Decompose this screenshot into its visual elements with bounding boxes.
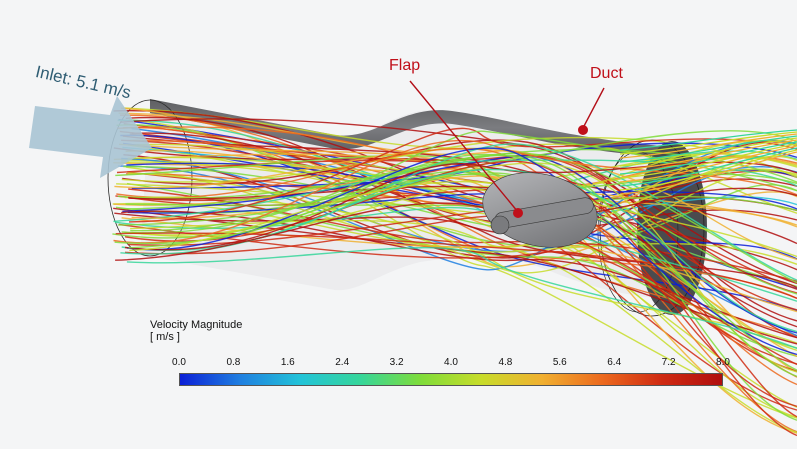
streamline [120,152,797,284]
flap-callout-line [409,80,523,218]
colorbar-tick-label: 4.8 [498,357,513,368]
streamline [128,127,797,223]
streamline [619,135,797,163]
legend-title-line2: [ m/s ] [150,331,180,343]
flap [482,172,598,248]
streamline [619,151,797,195]
streamline [619,133,797,159]
streamline [113,159,797,223]
colorbar-tick-label: 7.2 [661,357,676,368]
streamline [124,161,797,251]
streamline [129,119,797,419]
streamline [123,107,797,214]
duct-label: Duct [590,65,623,82]
colorbar-tick-label: 5.6 [552,357,567,368]
colorbar-tick-label: 2.4 [335,357,350,368]
streamline [619,131,797,155]
streamline [619,139,797,171]
duct-top-wall [150,99,665,157]
colorbar-tick-label: 1.6 [280,357,295,368]
streamline [127,169,797,274]
colorbar-tick-label: 3.2 [389,357,404,368]
legend-title-line1: Velocity Magnitude [150,319,243,331]
inlet-arrow [29,96,152,178]
streamline [619,129,797,151]
streamline [114,212,797,289]
streamline [126,247,797,350]
duct-callout-line [578,87,605,135]
colorbar-tick-label: 8.0 [716,357,730,368]
streamline [116,147,797,433]
colorbar-tick-label: 0.0 [172,357,186,368]
streamline [125,116,797,235]
streamline [130,154,797,421]
streamline [122,139,797,322]
streamline [619,149,797,191]
streamline [619,143,797,179]
colorbar-tick-label: 0.8 [226,357,241,368]
streamline [122,135,797,245]
streamline [113,139,797,244]
legend-title: Velocity Magnitude [ m/s ] [150,319,242,343]
streamline [619,147,797,187]
streamline [118,223,797,365]
streamline [115,154,797,288]
streamline [125,166,797,265]
streamline [115,232,797,299]
colorbar-tick-label: 6.4 [607,357,622,368]
streamline [619,145,797,183]
streamline [128,188,797,283]
streamlines [112,107,797,437]
streamline [124,196,797,344]
streamline [619,141,797,175]
flap-label: Flap [389,57,421,74]
colorbar-tick-label: 4.0 [444,357,458,368]
streamline [128,172,797,371]
streamline [117,130,797,226]
streamline [619,137,797,167]
colorbar [179,373,723,386]
